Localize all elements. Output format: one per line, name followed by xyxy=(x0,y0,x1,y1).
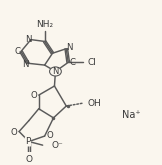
Text: C: C xyxy=(14,47,20,56)
Text: NH₂: NH₂ xyxy=(36,20,53,29)
Text: Na⁺: Na⁺ xyxy=(122,110,140,120)
Text: O: O xyxy=(46,131,53,140)
Text: N: N xyxy=(25,35,31,44)
Text: N: N xyxy=(66,43,72,52)
Text: C: C xyxy=(69,58,75,67)
Text: O: O xyxy=(25,155,32,164)
Text: O: O xyxy=(30,91,37,100)
Text: N: N xyxy=(52,67,59,76)
Text: N: N xyxy=(22,60,28,69)
Text: Cl: Cl xyxy=(88,58,97,67)
Text: P: P xyxy=(25,137,31,146)
Text: O: O xyxy=(11,128,17,137)
Text: O⁻: O⁻ xyxy=(52,141,63,150)
Ellipse shape xyxy=(50,67,61,76)
Text: OH: OH xyxy=(88,99,102,108)
